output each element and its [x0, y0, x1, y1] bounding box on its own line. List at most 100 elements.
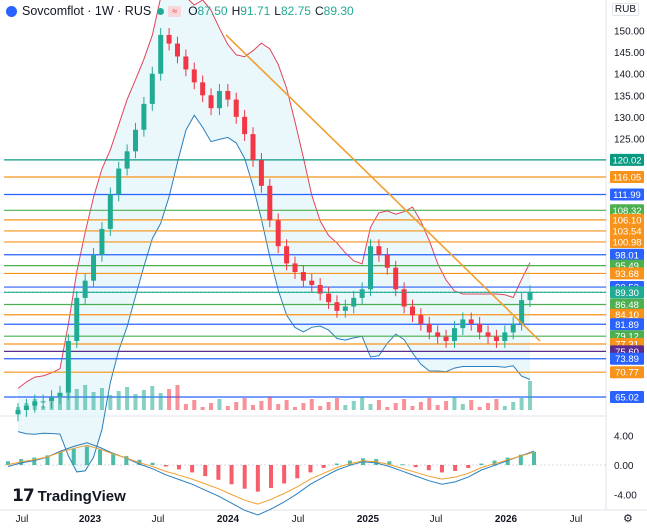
volume-bar [217, 399, 222, 410]
candle-body [418, 315, 424, 324]
level-price-tag [610, 352, 644, 365]
volume-bar [318, 406, 323, 410]
level-price-label: 65.02 [615, 392, 639, 403]
volume-bar [351, 401, 356, 410]
histogram-bar [308, 465, 313, 473]
time-tick-label: Jul [292, 514, 305, 525]
histogram-bar [505, 457, 510, 465]
volume-bar [376, 400, 381, 410]
candle-body [368, 246, 374, 290]
volume-bar [267, 397, 272, 410]
histogram-bar [387, 461, 392, 465]
candle-body [351, 297, 357, 307]
volume-bar [183, 404, 188, 410]
histogram-bar [295, 465, 300, 479]
level-price-tag [610, 213, 644, 226]
volume-bar [528, 381, 532, 410]
tradingview-mark-icon: 17 [12, 486, 35, 506]
bollinger-upper-line [17, 0, 531, 389]
level-price-label: 84.10 [615, 310, 639, 321]
candle-body [124, 151, 130, 169]
histogram-bar [58, 451, 63, 465]
candle-body [451, 328, 457, 342]
histogram-bar [190, 465, 195, 473]
histogram-bar [334, 463, 339, 465]
price-tick-label: 130.00 [614, 113, 645, 124]
candle-body [99, 228, 105, 255]
time-tick-label: 2026 [495, 514, 518, 525]
candle-body [116, 168, 122, 195]
volume-bar [74, 389, 79, 410]
candle-body [300, 272, 306, 281]
level-price-label: 70.77 [615, 368, 639, 379]
level-price-label: 108.32 [612, 206, 641, 217]
volume-bar [158, 393, 163, 410]
candle-body [493, 336, 499, 342]
candle-body [242, 116, 248, 135]
histogram-bar [150, 462, 155, 465]
volume-bar [83, 385, 88, 410]
histogram-bar [163, 465, 168, 467]
volume-bar [427, 398, 432, 410]
volume-bar [469, 400, 474, 410]
candle-body [15, 410, 21, 415]
candle-body [409, 306, 415, 316]
level-price-label: 81.89 [615, 320, 639, 331]
tradingview-wordmark: TradingView [37, 487, 126, 505]
close-label: C [314, 4, 324, 18]
volume-bar [251, 405, 256, 410]
candle-body [443, 336, 449, 342]
histogram-bar [532, 451, 536, 465]
price-tick-label: 135.00 [614, 91, 645, 102]
level-price-tag [610, 248, 644, 261]
time-tick-label: 2024 [217, 514, 240, 525]
level-price-label: 111.99 [613, 190, 641, 201]
candle-body [23, 405, 29, 410]
candle-body [91, 254, 97, 281]
price-tick-label: 140.00 [614, 70, 645, 81]
candle-body [426, 323, 432, 333]
histogram-bar [282, 465, 287, 484]
candle-body [309, 280, 315, 285]
histogram-bar [229, 465, 234, 485]
histogram-bar [71, 448, 76, 465]
tradingview-logo[interactable]: 17 TradingView [12, 486, 126, 506]
volume-bar [150, 386, 155, 410]
currency-selector[interactable]: RUB [611, 3, 639, 16]
delta-chip-icon[interactable]: ≈ [168, 5, 182, 17]
histogram-bar [453, 465, 458, 471]
level-price-label: 103.54 [612, 226, 641, 237]
volume-bar [242, 398, 247, 410]
volume-bar [326, 402, 331, 410]
histogram-bar [6, 461, 10, 465]
level-price-label: 77.31 [615, 339, 639, 350]
histogram-bar [492, 460, 497, 465]
candle-body [359, 289, 365, 298]
volume-bar [66, 393, 71, 410]
level-price-label: 120.02 [612, 155, 641, 166]
candle-body [326, 293, 332, 303]
open-label: O [188, 4, 198, 18]
trendline [225, 34, 541, 342]
candle-body [183, 56, 189, 70]
histogram-bar [518, 454, 523, 465]
volume-bar [276, 404, 281, 410]
volume-bar [259, 401, 264, 410]
histogram-bar [255, 465, 260, 492]
candle-body [342, 306, 348, 311]
candle-body [216, 90, 222, 109]
level-price-tag [610, 286, 644, 299]
volume-bar [418, 402, 423, 410]
volume-bar [200, 407, 205, 410]
gear-icon[interactable]: ⚙ [623, 513, 633, 525]
candle-body [233, 99, 239, 117]
symbol-title[interactable]: Sovcomflot · 1W · RUS [22, 4, 152, 18]
histogram-bar [466, 465, 471, 468]
macd-line [7, 442, 535, 516]
candle-body [49, 397, 55, 402]
level-price-tag [610, 318, 644, 331]
volume-bar [460, 404, 465, 410]
histogram-bar [84, 446, 89, 465]
level-price-label: 89.30 [615, 288, 639, 299]
